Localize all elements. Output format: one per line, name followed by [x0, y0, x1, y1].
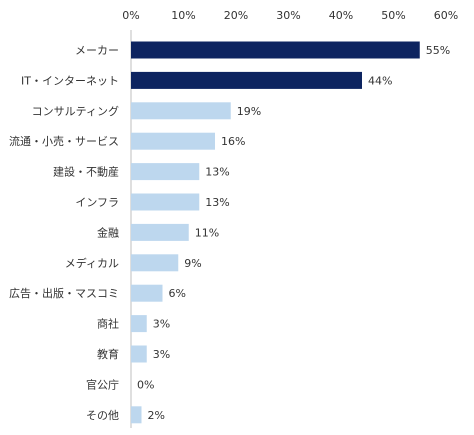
- value-label: 3%: [153, 348, 170, 361]
- category-label: 金融: [97, 225, 119, 239]
- x-tick-label: 50%: [381, 9, 405, 22]
- value-label: 44%: [368, 74, 392, 87]
- value-label: 19%: [237, 105, 261, 118]
- x-tick-label: 20%: [224, 9, 248, 22]
- x-tick-label: 40%: [329, 9, 353, 22]
- bars-group: メーカー 55% IT・インターネット 44% コンサルティング 19% 流通・小売・サービ…: [9, 41, 450, 424]
- category-label: 教育: [97, 347, 119, 361]
- category-label: 流通・小売・サービス: [9, 134, 119, 148]
- value-label: 9%: [184, 257, 201, 270]
- bar: [131, 132, 215, 150]
- x-axis-ticks: 0% 10% 20% 30% 40% 50% 60%: [122, 9, 458, 22]
- bar: [131, 223, 189, 241]
- category-label: 建設・不動産: [53, 165, 119, 179]
- bar: [131, 71, 362, 89]
- value-label: 6%: [169, 287, 186, 300]
- category-label: コンサルティング: [32, 104, 119, 118]
- value-label: 16%: [221, 135, 245, 148]
- bar: [131, 193, 200, 211]
- bar: [131, 345, 147, 363]
- category-label: メディカル: [65, 256, 119, 270]
- category-label: IT・インターネット: [21, 74, 119, 87]
- category-label: その他: [86, 409, 119, 422]
- bar: [131, 284, 163, 302]
- value-label: 0%: [137, 378, 154, 391]
- value-label: 2%: [148, 409, 165, 422]
- bar: [131, 254, 179, 272]
- value-label: 3%: [153, 318, 170, 331]
- bar: [131, 102, 231, 120]
- x-tick-label: 60%: [434, 9, 458, 22]
- category-label: メーカー: [75, 44, 119, 57]
- bar: [131, 163, 200, 181]
- bar: [131, 315, 147, 333]
- category-label: 官公庁: [86, 377, 119, 391]
- category-label: インフラ: [75, 196, 119, 209]
- value-label: 13%: [205, 196, 229, 209]
- bar: [131, 41, 420, 59]
- value-label: 13%: [205, 166, 229, 179]
- category-label: 広告・出版・マスコミ: [9, 286, 119, 300]
- x-tick-label: 0%: [122, 9, 139, 22]
- category-label: 商社: [97, 317, 119, 331]
- x-tick-label: 30%: [276, 9, 300, 22]
- value-label: 11%: [195, 226, 219, 239]
- bar: [131, 406, 142, 424]
- value-label: 55%: [426, 44, 450, 57]
- x-tick-label: 10%: [171, 9, 195, 22]
